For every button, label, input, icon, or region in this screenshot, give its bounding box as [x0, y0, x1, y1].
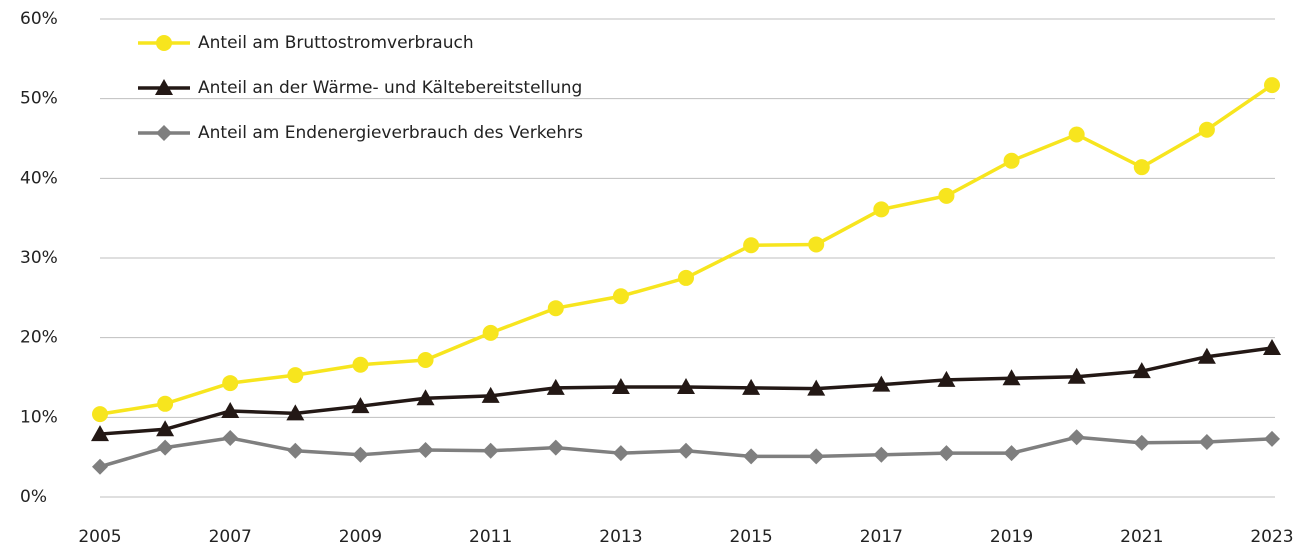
marker	[287, 442, 304, 459]
marker	[1197, 347, 1216, 364]
marker	[482, 324, 499, 341]
marker	[416, 389, 435, 406]
marker	[482, 442, 499, 459]
marker	[1068, 429, 1085, 446]
legend-marker	[156, 125, 172, 141]
y-tick-label: 40%	[20, 168, 58, 188]
legend-label: Anteil am Bruttostromverbrauch	[198, 33, 474, 53]
marker	[678, 442, 694, 459]
marker	[612, 445, 629, 462]
x-tick-label: 2013	[599, 527, 642, 547]
marker	[1264, 77, 1280, 94]
x-tick-label: 2009	[339, 527, 382, 547]
marker	[222, 430, 239, 447]
marker	[1003, 152, 1020, 169]
y-tick-label: 20%	[20, 328, 58, 348]
marker	[678, 269, 694, 286]
marker	[1198, 121, 1215, 138]
marker	[1264, 430, 1280, 447]
marker	[1067, 367, 1086, 384]
legend-marker	[156, 35, 172, 51]
legend-marker	[155, 79, 173, 95]
marker	[1068, 126, 1085, 143]
x-tick-label: 2023	[1250, 527, 1293, 547]
marker	[92, 458, 108, 475]
y-tick-label: 50%	[20, 89, 58, 109]
marker	[872, 375, 891, 392]
marker	[677, 378, 695, 395]
y-tick-label: 60%	[20, 9, 58, 29]
marker	[547, 439, 564, 456]
marker	[221, 401, 240, 418]
legend-label: Anteil an der Wärme- und Kältebereitstel…	[198, 78, 582, 98]
marker	[1263, 339, 1281, 356]
marker	[611, 378, 630, 395]
marker	[1002, 369, 1021, 386]
y-tick-label: 30%	[20, 248, 58, 268]
marker	[873, 201, 890, 218]
marker	[352, 446, 369, 463]
marker	[546, 378, 565, 395]
marker	[287, 367, 304, 384]
marker	[807, 379, 826, 396]
marker	[743, 237, 760, 254]
x-tick-label: 2019	[990, 527, 1033, 547]
marker	[351, 397, 370, 414]
y-tick-label: 10%	[20, 407, 58, 427]
marker	[156, 420, 175, 437]
marker	[92, 406, 108, 423]
x-tick-label: 2005	[78, 527, 121, 547]
x-tick-label: 2007	[209, 527, 252, 547]
marker	[743, 448, 760, 465]
marker	[808, 236, 825, 253]
marker	[937, 370, 956, 387]
marker	[1198, 434, 1215, 451]
marker	[1133, 434, 1150, 451]
x-tick-label: 2017	[860, 527, 903, 547]
marker	[1133, 159, 1150, 176]
marker	[612, 288, 629, 305]
x-tick-label: 2021	[1120, 527, 1163, 547]
marker	[873, 446, 890, 463]
marker	[222, 375, 239, 392]
legend-label: Anteil am Endenergieverbrauch des Verkeh…	[198, 123, 583, 143]
marker	[91, 425, 109, 442]
marker	[547, 300, 564, 317]
y-tick-label: 0%	[20, 487, 47, 507]
marker	[417, 441, 434, 458]
marker	[286, 404, 305, 421]
marker	[157, 439, 174, 456]
marker	[1003, 445, 1020, 462]
marker	[808, 448, 825, 465]
marker	[742, 378, 761, 395]
marker	[938, 445, 955, 462]
x-tick-label: 2015	[729, 527, 772, 547]
x-tick-label: 2011	[469, 527, 512, 547]
marker	[352, 356, 369, 373]
marker	[157, 395, 174, 412]
marker	[417, 351, 434, 368]
marker	[481, 386, 500, 403]
marker	[1132, 362, 1151, 379]
marker	[938, 187, 955, 204]
